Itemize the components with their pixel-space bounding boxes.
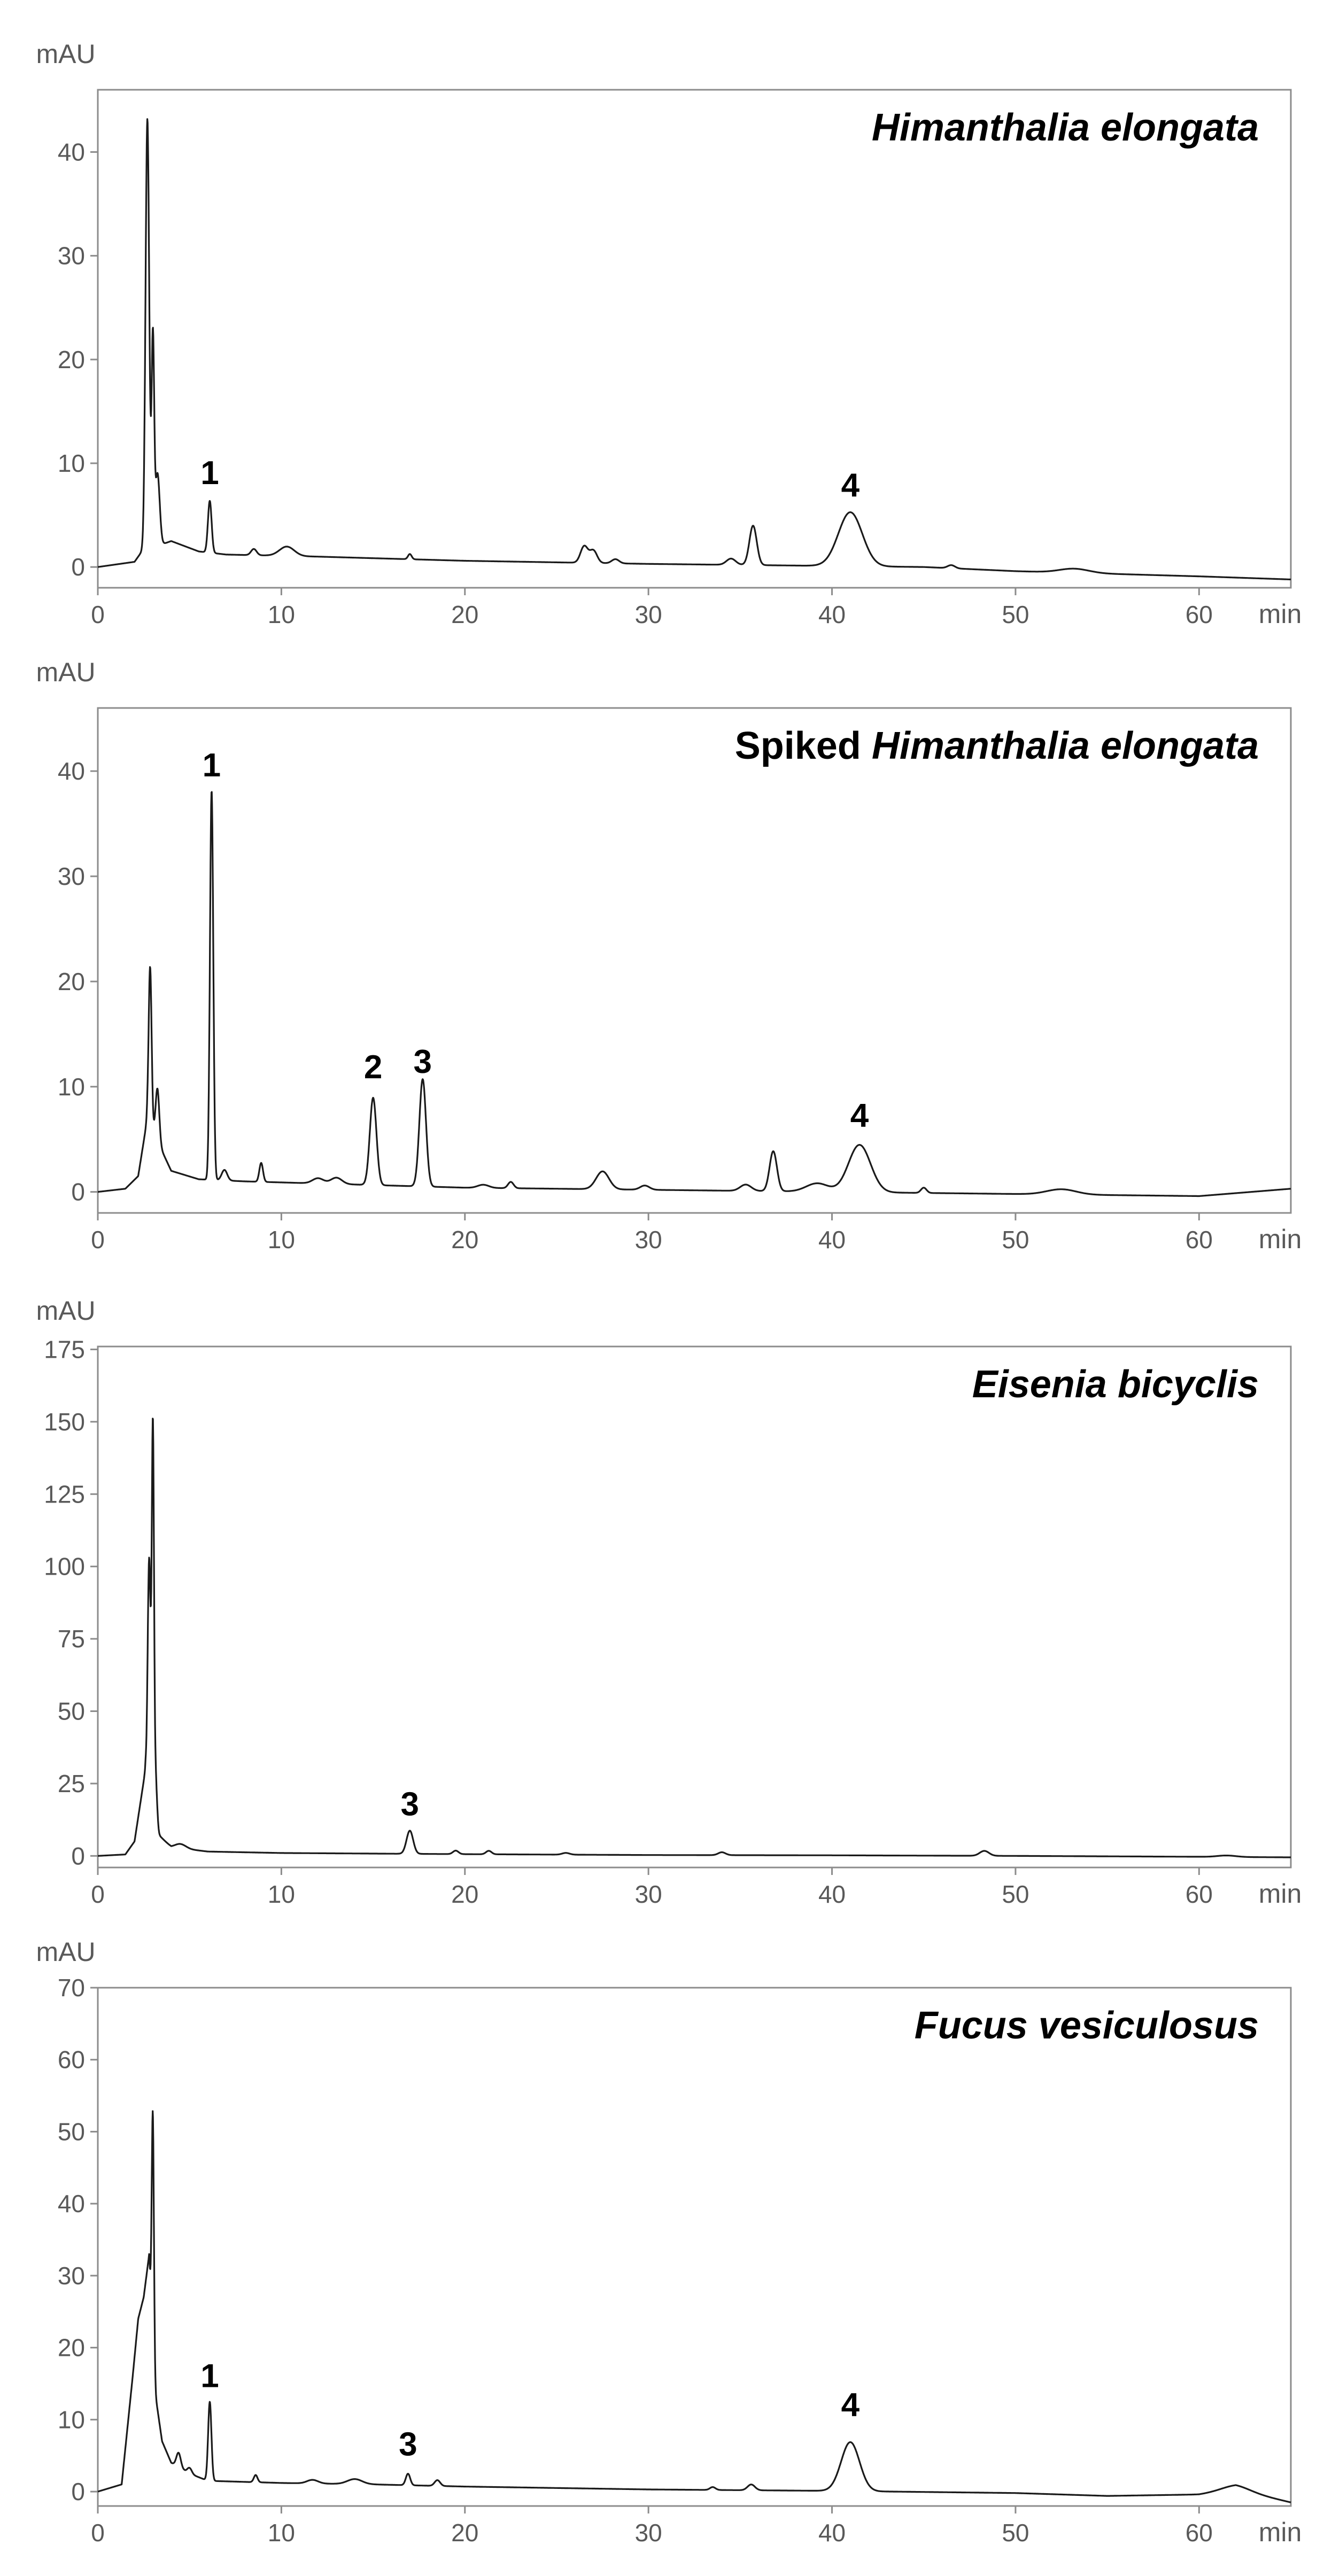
chromatogram-trace	[97, 118, 1291, 581]
peak-label-4: 4	[841, 2387, 860, 2424]
sample-title-part: Eisenia	[972, 1363, 1107, 1406]
y-tick-label: 20	[58, 968, 85, 995]
y-tick-label: 50	[58, 1698, 85, 1725]
x-tick-label: 0	[91, 2519, 105, 2547]
x-tick-label: 60	[1186, 1226, 1213, 1254]
y-axis-label: mAU	[36, 39, 95, 69]
y-axis-label: mAU	[36, 1937, 95, 1967]
x-tick-label: 60	[1186, 1880, 1213, 1908]
x-tick-label: 60	[1186, 2519, 1213, 2547]
chromatogram-trace	[97, 1418, 1291, 1858]
plot-frame	[97, 1987, 1292, 2507]
sample-title-part: vesiculosus	[1028, 2004, 1259, 2047]
y-tick-label: 40	[58, 138, 85, 166]
chromatogram-panel-2: 0 10 20 30 40 0 10 20 30 40 50 60 mAU min Spiked Himan…	[36, 657, 1302, 1254]
x-tick-label: 0	[91, 1880, 105, 1908]
x-tick-label: 30	[635, 1226, 662, 1254]
y-tick-label: 30	[58, 2262, 85, 2290]
y-tick-label: 20	[58, 346, 85, 373]
plot-frame	[97, 707, 1292, 1214]
x-axis-label: min	[1259, 1224, 1302, 1254]
x-tick-label: 10	[268, 1880, 295, 1908]
y-tick-label: 30	[58, 862, 85, 890]
peak-label-2: 2	[364, 1049, 382, 1086]
chromatogram-panel-1: 0 10 20 30 40 0 10 20 30 40 50 60 mAU min Himanthalia …	[36, 39, 1302, 629]
sample-title-part: bicyclis	[1107, 1363, 1259, 1406]
y-axis-label: mAU	[36, 1296, 95, 1326]
peak-label-3: 3	[414, 1044, 432, 1080]
x-tick-label: 30	[635, 2519, 662, 2547]
x-tick-label: 50	[1002, 1880, 1029, 1908]
y-tick-label: 25	[58, 1770, 85, 1797]
y-tick-label: 60	[58, 2046, 85, 2074]
y-tick-label: 20	[58, 2334, 85, 2362]
x-tick-label: 50	[1002, 1226, 1029, 1254]
x-tick-label: 10	[268, 2519, 295, 2547]
x-tick-label: 50	[1002, 2519, 1029, 2547]
sample-title-part: elongata	[1090, 106, 1259, 149]
y-tick-label: 0	[71, 1842, 85, 1870]
x-tick-label: 20	[451, 601, 478, 628]
chromatogram-trace	[97, 791, 1291, 1197]
peak-label-3: 3	[399, 2426, 417, 2463]
x-tick-label: 20	[451, 1226, 478, 1254]
plot-frame	[97, 1345, 1292, 1869]
chromatogram-trace	[97, 2110, 1291, 2503]
y-tick-label: 0	[71, 553, 85, 581]
x-tick-label: 20	[451, 2519, 478, 2547]
x-tick-label: 30	[635, 601, 662, 628]
peak-label-4: 4	[850, 1098, 869, 1134]
y-axis-label: mAU	[36, 657, 95, 687]
peak-label-1: 1	[200, 455, 219, 492]
sample-title: Himanthalia elongata	[872, 106, 1259, 149]
y-tick-label: 50	[58, 2118, 85, 2145]
y-tick-label: 125	[44, 1480, 85, 1508]
y-tick-label: 70	[58, 1974, 85, 2002]
x-axis-label: min	[1259, 599, 1302, 629]
x-tick-label: 40	[818, 1226, 846, 1254]
y-tick-label: 75	[58, 1625, 85, 1653]
x-tick-label: 60	[1186, 601, 1213, 628]
sample-title: Eisenia bicyclis	[972, 1363, 1259, 1406]
x-tick-label: 0	[91, 1226, 105, 1254]
plot-frame	[97, 89, 1292, 589]
y-tick-label: 175	[44, 1335, 85, 1363]
chromatogram-panel-3: 0 25 50 75 100 125 150 175 0 10 20 30 40 50 60 mAU min Ei…	[36, 1296, 1302, 1909]
y-tick-label: 40	[58, 2190, 85, 2217]
x-tick-label: 0	[91, 601, 105, 628]
x-tick-label: 40	[818, 1880, 846, 1908]
y-tick-label: 10	[58, 449, 85, 477]
x-tick-label: 10	[268, 1226, 295, 1254]
x-axis-label: min	[1259, 2517, 1302, 2547]
sample-title-part: Spiked	[735, 725, 861, 767]
sample-title: Spiked Himanthalia elongata	[735, 725, 1259, 767]
y-tick-label: 30	[58, 242, 85, 270]
y-tick-label: 10	[58, 1073, 85, 1101]
sample-title-part: Fucus	[915, 2004, 1028, 2047]
chromatogram-panel-4: 0 10 20 30 40 50 60 70 0 10 20 30 40 50 60 mAU min Fucus …	[36, 1937, 1302, 2547]
peak-label-1: 1	[203, 747, 221, 784]
x-tick-label: 10	[268, 601, 295, 628]
x-axis-label: min	[1259, 1879, 1302, 1909]
y-tick-label: 0	[71, 2478, 85, 2505]
x-tick-label: 30	[635, 1880, 662, 1908]
y-tick-label: 150	[44, 1408, 85, 1436]
x-tick-label: 20	[451, 1880, 478, 1908]
sample-title-part: elongata	[1090, 725, 1259, 767]
x-tick-label: 40	[818, 2519, 846, 2547]
y-tick-label: 100	[44, 1553, 85, 1581]
peak-label-1: 1	[200, 2358, 219, 2395]
y-tick-label: 40	[58, 757, 85, 785]
sample-title: Fucus vesiculosus	[915, 2004, 1259, 2047]
peak-label-4: 4	[841, 467, 860, 504]
sample-title-part: Himanthalia	[861, 725, 1090, 767]
y-tick-label: 0	[71, 1178, 85, 1206]
x-tick-label: 50	[1002, 601, 1029, 628]
x-tick-label: 40	[818, 601, 846, 628]
peak-label-3: 3	[401, 1786, 419, 1823]
y-tick-label: 10	[58, 2406, 85, 2433]
sample-title-part: Himanthalia	[872, 106, 1090, 149]
